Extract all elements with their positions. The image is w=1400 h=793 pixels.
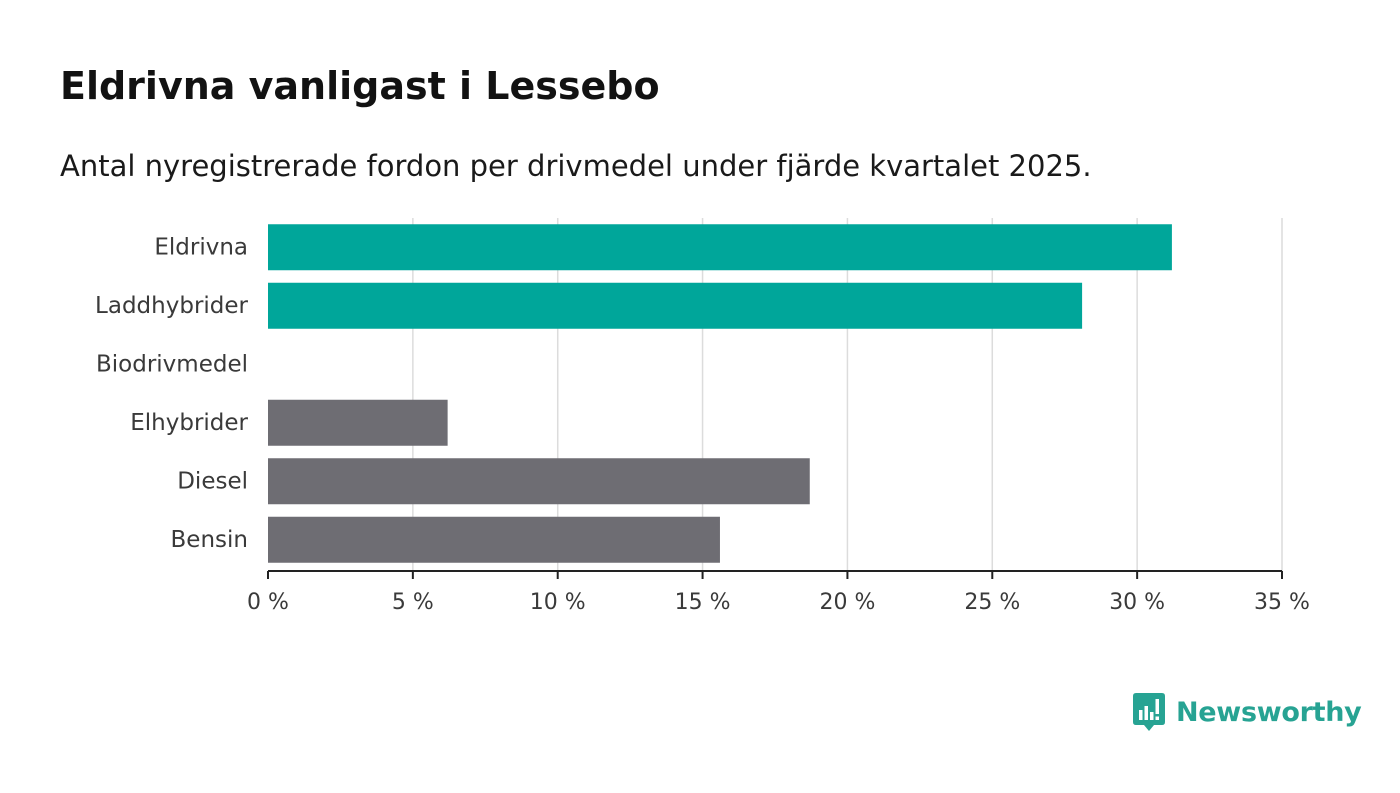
x-tick-label: 35 % <box>1254 590 1310 615</box>
newsworthy-logo-icon <box>1133 693 1165 731</box>
x-tick-label: 10 % <box>530 590 586 615</box>
category-label: Bensin <box>171 527 248 553</box>
chart-title: Eldrivna vanligast i Lessebo <box>60 64 660 108</box>
bar-laddhybrider <box>268 282 1083 329</box>
x-axis: 0 % 5 % 10 % 15 % 20 % 25 % 30 % 35 % <box>247 570 1310 615</box>
chart-subtitle: Antal nyregistrerade fordon per drivmede… <box>60 149 1092 183</box>
bar-eldrivna <box>268 224 1172 271</box>
category-label: Elhybrider <box>130 410 248 436</box>
x-tick-label: 20 % <box>819 590 875 615</box>
category-labels: Eldrivna Laddhybrider Biodrivmedel Elhybrid… <box>95 234 248 553</box>
x-tick-label: 5 % <box>392 590 434 615</box>
x-tick-label: 30 % <box>1109 590 1165 615</box>
category-label: Eldrivna <box>154 234 248 260</box>
x-tick-label: 15 % <box>675 590 731 615</box>
brand-name: Newsworthy <box>1176 696 1362 728</box>
bar-diesel <box>268 458 810 505</box>
x-tick-label: 0 % <box>247 590 289 615</box>
gridlines <box>412 218 1283 571</box>
bar-elhybrider <box>268 399 448 446</box>
category-label: Laddhybrider <box>95 293 248 319</box>
newsworthy-brand: Newsworthy <box>1132 690 1362 734</box>
category-label: Biodrivmedel <box>96 351 248 377</box>
category-label: Diesel <box>177 468 248 494</box>
x-tick-label: 25 % <box>964 590 1020 615</box>
bar-bensin <box>268 516 720 563</box>
bars <box>268 224 1172 563</box>
